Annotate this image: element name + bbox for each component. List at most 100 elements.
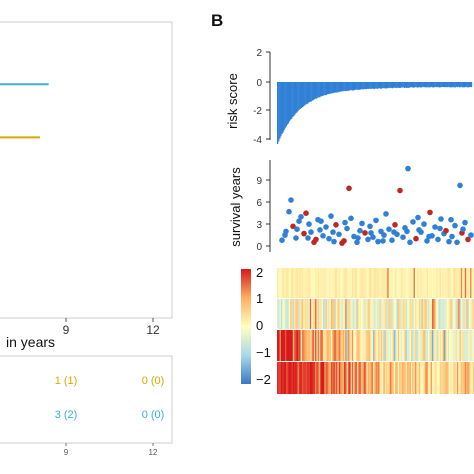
risk-bar	[371, 82, 373, 89]
risk-cell-blue-12: 0 (0)	[142, 409, 165, 421]
heatmap-cell	[309, 268, 312, 298]
heatmap-cell	[407, 268, 409, 298]
heatmap-cell	[282, 299, 284, 329]
risk-bar	[309, 82, 311, 102]
heatmap-cell	[364, 299, 367, 329]
heatmap-cell	[303, 330, 305, 361]
risk-bar	[386, 82, 388, 89]
heatmap-cell	[319, 362, 321, 394]
colorbar-label-1: 1	[256, 291, 263, 306]
risk-bar	[418, 82, 421, 88]
heatmap-cell	[468, 330, 471, 361]
risk-bar	[360, 82, 362, 90]
heatmap-cell	[292, 299, 295, 329]
heatmap-cell	[328, 362, 330, 394]
heatmap-cell	[403, 299, 405, 329]
heatmap-cell	[334, 362, 337, 394]
heatmap-cell	[426, 268, 429, 298]
heatmap-cell	[464, 330, 467, 361]
risk-bar	[391, 82, 394, 89]
heatmap-cell	[291, 268, 294, 298]
heatmap-cell	[430, 330, 433, 361]
heatmap-cell	[280, 268, 283, 298]
survival-dot-alive	[383, 211, 389, 217]
risk-bar	[441, 82, 443, 88]
heatmap-cell	[347, 362, 350, 394]
heatmap-cell	[367, 268, 370, 298]
heatmap-cell	[407, 362, 409, 394]
risk-bar	[344, 82, 346, 91]
survival-dot-alive	[308, 229, 314, 235]
risk-bar	[409, 82, 411, 88]
heatmap-cell	[408, 330, 410, 361]
risk-table: 1 (1) 0 (0) 3 (2) 0 (0) 9 12	[0, 355, 173, 457]
heatmap-cell	[417, 362, 420, 394]
heatmap-cell	[376, 330, 379, 361]
heatmap-cell	[450, 362, 452, 394]
heatmap-cell	[445, 330, 447, 361]
risk-bar	[394, 82, 396, 88]
heatmap-cell	[330, 362, 333, 394]
risk-bar	[405, 82, 408, 88]
heatmap-cell	[325, 330, 328, 361]
heatmap-cell	[359, 330, 362, 361]
heatmap-cell	[287, 268, 290, 298]
heatmap-cell	[363, 268, 366, 298]
heatmap-cell	[330, 299, 333, 329]
heatmap-cell	[458, 330, 460, 361]
heatmap-block: 2 1 0 −1 −2	[241, 265, 474, 394]
heatmap-cell	[472, 268, 474, 298]
heatmap-cell	[358, 299, 361, 329]
heatmap-cell	[374, 299, 376, 329]
heatmap-cell	[278, 268, 280, 298]
heatmap-cell	[459, 268, 462, 298]
heatmap-cell	[446, 299, 449, 329]
heatmap-cell	[451, 330, 454, 361]
heatmap-cell	[320, 362, 322, 394]
heatmap-cell	[403, 268, 405, 298]
heatmap-cell	[319, 299, 321, 329]
heatmap-cell	[361, 268, 363, 298]
heatmap-cell	[396, 268, 399, 298]
heatmap-cell	[368, 362, 371, 394]
heatmap-cell	[387, 362, 389, 394]
heatmap-cell	[359, 362, 362, 394]
risk-bar	[460, 82, 462, 88]
heatmap-cell	[392, 362, 395, 394]
heatmap-cell	[366, 268, 368, 298]
km-tick-label-9: 9	[63, 323, 70, 337]
risk-tick-label-9: 9	[64, 448, 69, 457]
heatmap-cell	[470, 330, 472, 361]
heatmap-cell	[359, 268, 362, 298]
risk-bar	[321, 82, 323, 97]
heatmap-cell	[372, 330, 375, 361]
heatmap-cell	[372, 299, 375, 329]
heatmap-cell	[357, 268, 359, 298]
heatmap-cell	[443, 362, 446, 394]
risk-bar	[435, 82, 437, 88]
heatmap-cell	[336, 330, 338, 361]
survival-dot-dead	[465, 236, 471, 243]
heatmap-cell	[417, 299, 420, 329]
heatmap-cell	[410, 330, 413, 361]
heatmap-cell	[400, 299, 403, 329]
heatmap-cell	[296, 330, 299, 361]
heatmap-cell	[446, 362, 449, 394]
heatmap-cell	[370, 268, 372, 298]
heatmap-cell	[287, 362, 290, 394]
risk-bar	[428, 82, 430, 88]
heatmap-cell	[433, 268, 435, 298]
risk-bar	[448, 82, 450, 88]
heatmap-cell	[393, 299, 396, 329]
risk-bar	[345, 82, 347, 92]
survival-dot-alive	[344, 225, 350, 232]
risk-bar	[444, 82, 447, 88]
heatmap-cell	[422, 299, 425, 329]
heatmap-cell	[379, 330, 382, 361]
heatmap-cell	[371, 268, 374, 298]
survival-dot-alive	[405, 165, 411, 172]
heatmap-cell	[322, 268, 325, 298]
heatmap-cell	[316, 362, 319, 394]
heatmap-cell	[456, 299, 459, 329]
heatmap-cell	[386, 299, 388, 329]
